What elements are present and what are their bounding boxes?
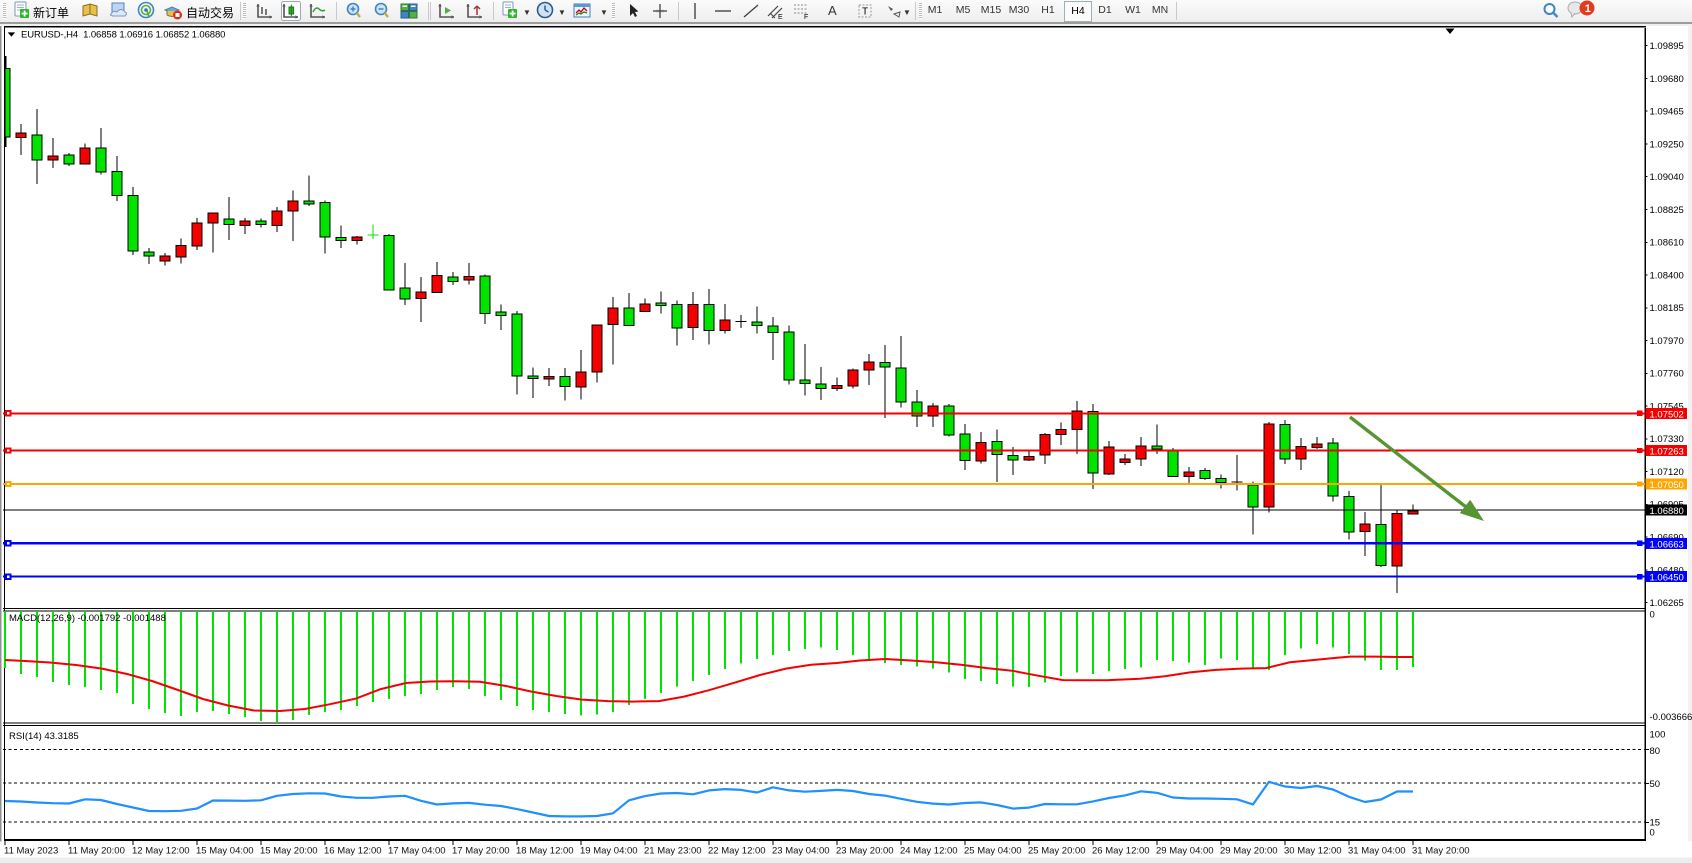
svg-text:1.07263: 1.07263 — [1650, 447, 1684, 458]
svg-text:-0.003666: -0.003666 — [1650, 712, 1692, 723]
svg-text:11 May 20:00: 11 May 20:00 — [68, 846, 125, 857]
svg-text:1.07120: 1.07120 — [1650, 467, 1684, 478]
svg-text:1.09040: 1.09040 — [1650, 172, 1684, 183]
svg-text:100: 100 — [1650, 730, 1666, 741]
svg-text:1.09250: 1.09250 — [1650, 139, 1684, 150]
svg-text:19 May 04:00: 19 May 04:00 — [580, 846, 638, 857]
svg-text:1.08825: 1.08825 — [1650, 205, 1684, 216]
svg-text:1.07502: 1.07502 — [1650, 409, 1684, 420]
svg-text:1.06480: 1.06480 — [1650, 565, 1684, 576]
svg-text:21 May 23:00: 21 May 23:00 — [644, 846, 702, 857]
svg-text:24 May 12:00: 24 May 12:00 — [900, 846, 958, 857]
svg-text:1.07760: 1.07760 — [1650, 369, 1684, 380]
svg-text:1.07330: 1.07330 — [1650, 434, 1684, 445]
svg-text:26 May 12:00: 26 May 12:00 — [1092, 846, 1150, 857]
svg-text:1.06880: 1.06880 — [1650, 506, 1684, 517]
svg-text:MACD(12,26,9) -0.001792 -0.001: MACD(12,26,9) -0.001792 -0.001488 — [9, 613, 166, 624]
svg-text:29 May 20:00: 29 May 20:00 — [1220, 846, 1278, 857]
svg-text:15: 15 — [1650, 818, 1661, 829]
svg-text:30 May 12:00: 30 May 12:00 — [1284, 846, 1342, 857]
svg-text:1.06265: 1.06265 — [1650, 598, 1684, 609]
svg-text:29 May 04:00: 29 May 04:00 — [1156, 846, 1214, 857]
svg-text:1.06663: 1.06663 — [1650, 539, 1684, 550]
svg-text:0: 0 — [1650, 827, 1655, 838]
svg-text:16 May 12:00: 16 May 12:00 — [324, 846, 382, 857]
svg-text:12 May 12:00: 12 May 12:00 — [132, 846, 190, 857]
svg-text:1.09465: 1.09465 — [1650, 107, 1684, 118]
svg-text:15 May 20:00: 15 May 20:00 — [260, 846, 318, 857]
svg-text:EURUSD-,H4 1.06858 1.06916 1.: EURUSD-,H4 1.06858 1.06916 1.06852 1.068… — [21, 30, 225, 41]
svg-text:80: 80 — [1650, 746, 1661, 757]
svg-text:22 May 12:00: 22 May 12:00 — [708, 846, 766, 857]
svg-text:1.09895: 1.09895 — [1650, 41, 1684, 52]
svg-text:25 May 20:00: 25 May 20:00 — [1028, 846, 1086, 857]
svg-text:1.08185: 1.08185 — [1650, 303, 1684, 314]
svg-text:1: 1 — [1585, 3, 1591, 15]
svg-text:F: F — [804, 14, 808, 21]
svg-text:17 May 04:00: 17 May 04:00 — [388, 846, 446, 857]
svg-text:25 May 04:00: 25 May 04:00 — [964, 846, 1022, 857]
svg-text:1.08400: 1.08400 — [1650, 270, 1684, 281]
svg-text:15 May 04:00: 15 May 04:00 — [196, 846, 254, 857]
svg-text:11 May 2023: 11 May 2023 — [4, 846, 58, 857]
svg-text:31 May 20:00: 31 May 20:00 — [1412, 846, 1470, 857]
svg-text:1.07970: 1.07970 — [1650, 336, 1684, 347]
svg-text:23 May 04:00: 23 May 04:00 — [772, 846, 830, 857]
svg-text:23 May 20:00: 23 May 20:00 — [836, 846, 894, 857]
svg-text:RSI(14) 43.3185: RSI(14) 43.3185 — [9, 731, 79, 742]
svg-text:1.08610: 1.08610 — [1650, 238, 1684, 249]
svg-text:1.07545: 1.07545 — [1650, 402, 1684, 413]
svg-text:50: 50 — [1650, 779, 1661, 790]
svg-text:0: 0 — [1650, 609, 1655, 620]
svg-text:E: E — [778, 14, 783, 21]
svg-text:T: T — [862, 7, 868, 18]
svg-text:1.06450: 1.06450 — [1650, 573, 1684, 584]
svg-text:18 May 12:00: 18 May 12:00 — [516, 846, 574, 857]
svg-text:1.09680: 1.09680 — [1650, 74, 1684, 85]
svg-text:1.07050: 1.07050 — [1650, 480, 1684, 491]
svg-text:17 May 20:00: 17 May 20:00 — [452, 846, 510, 857]
svg-text:31 May 04:00: 31 May 04:00 — [1348, 846, 1406, 857]
